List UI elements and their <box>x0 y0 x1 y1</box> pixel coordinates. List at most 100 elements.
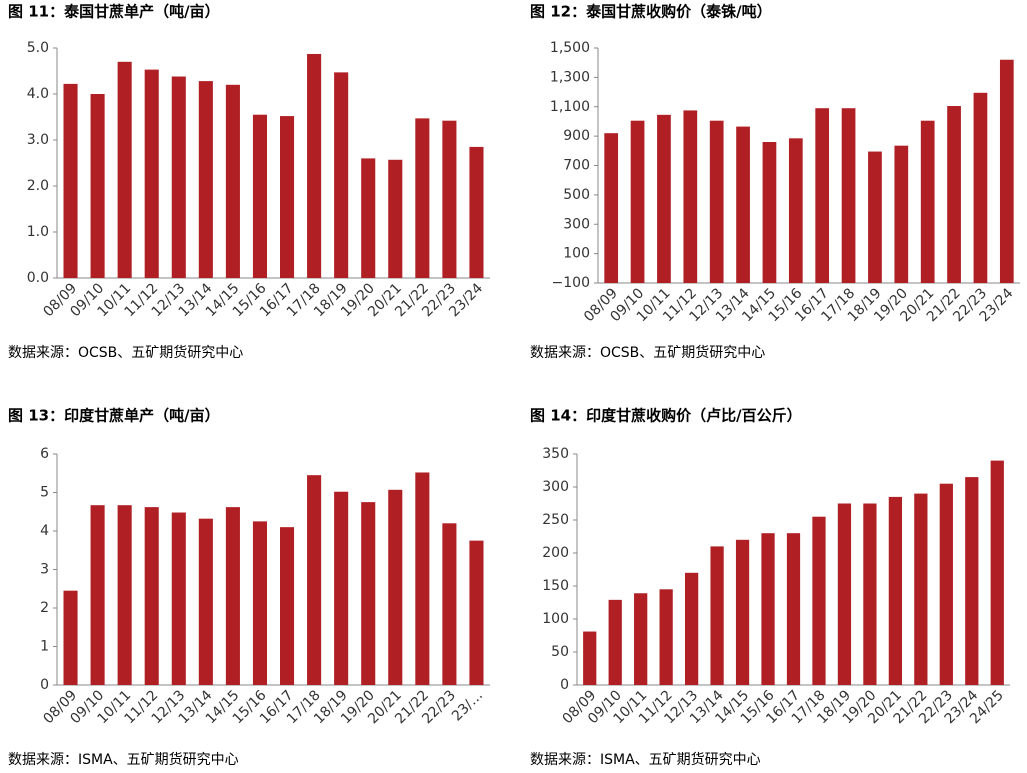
bar <box>947 106 961 283</box>
y-tick-label: 5 <box>40 485 49 501</box>
y-tick-label: 300 <box>563 216 590 232</box>
bar <box>630 120 645 283</box>
bar <box>762 142 777 283</box>
chart-title: 图 12：泰国甘蔗收购价（泰铢/吨） <box>530 3 772 21</box>
bar <box>939 483 953 685</box>
y-tick-label: 1 <box>40 639 49 655</box>
y-tick-label: 1,300 <box>550 69 590 85</box>
chart-title: 图 11：泰国甘蔗单产（吨/亩） <box>8 3 220 21</box>
source-note: 数据来源：OCSB、五矿期货研究中心 <box>530 344 765 361</box>
bar <box>198 81 213 279</box>
bar <box>920 120 935 283</box>
bar <box>415 118 430 278</box>
bar <box>786 533 801 685</box>
y-tick-label: 6 <box>40 446 49 462</box>
bar <box>812 516 826 685</box>
y-tick-label: 1,500 <box>550 40 590 56</box>
bar <box>735 539 750 685</box>
y-tick-label: 4.0 <box>27 86 49 102</box>
y-tick-label: 4 <box>40 523 49 539</box>
y-tick-label: 900 <box>563 128 590 144</box>
y-tick-label: 3 <box>40 562 49 578</box>
bar <box>144 507 159 685</box>
bar <box>117 505 132 685</box>
bar <box>361 158 376 278</box>
y-tick-label: 350 <box>542 446 569 462</box>
bar <box>388 489 403 685</box>
bar <box>990 460 1004 685</box>
bar <box>894 145 909 283</box>
source-note: 数据来源：OCSB、五矿期货研究中心 <box>8 344 243 361</box>
source-note: 数据来源：ISMA、五矿期货研究中心 <box>530 751 761 768</box>
bar <box>868 151 882 283</box>
bar <box>334 72 349 278</box>
y-tick-label: 0 <box>40 677 49 693</box>
y-tick-label: 200 <box>542 545 569 561</box>
y-tick-label: 5.0 <box>27 40 49 56</box>
y-tick-label: 300 <box>542 479 569 495</box>
y-tick-label: 1,100 <box>550 99 590 115</box>
bar <box>684 572 699 685</box>
y-tick-label: 1.0 <box>27 224 49 240</box>
bar <box>415 472 430 685</box>
bar <box>171 512 186 685</box>
y-tick-label: 50 <box>551 644 569 660</box>
bar <box>252 521 268 685</box>
bar <box>634 593 648 685</box>
y-tick-label: 2.0 <box>27 178 49 194</box>
bar <box>788 138 803 283</box>
bar <box>710 546 724 685</box>
bar <box>914 493 928 685</box>
bar <box>815 108 830 283</box>
y-tick-label: 2 <box>40 600 49 616</box>
bar <box>225 84 240 278</box>
bar <box>683 110 698 283</box>
y-tick-label: 150 <box>542 578 569 594</box>
y-tick-label: −100 <box>552 275 590 291</box>
bar <box>442 120 457 279</box>
bar <box>608 599 622 685</box>
bar <box>761 533 775 685</box>
y-tick-label: 100 <box>563 246 590 262</box>
bar <box>965 477 979 685</box>
bar <box>90 94 105 278</box>
y-tick-label: 0.0 <box>27 270 49 286</box>
bar <box>279 116 295 278</box>
bar <box>90 505 105 685</box>
bar <box>252 114 268 278</box>
y-tick-label: 500 <box>563 187 590 203</box>
bar <box>171 76 186 279</box>
x-tick-label: 23/… <box>449 687 486 724</box>
bar <box>279 527 295 685</box>
bar <box>604 133 619 283</box>
bar <box>63 590 78 685</box>
y-tick-label: 100 <box>542 611 569 627</box>
y-tick-label: 250 <box>542 512 569 528</box>
chart-title: 图 14：印度甘蔗收购价（卢比/百公斤） <box>530 407 802 425</box>
bar <box>863 503 877 685</box>
source-note: 数据来源：ISMA、五矿期货研究中心 <box>8 751 239 768</box>
bar <box>388 159 403 278</box>
bar <box>999 59 1014 283</box>
bar <box>198 518 213 685</box>
bar <box>144 69 159 279</box>
chart-title: 图 13：印度甘蔗单产（吨/亩） <box>8 407 220 425</box>
y-tick-label: 700 <box>563 158 590 174</box>
bar <box>888 496 903 685</box>
bar <box>442 523 457 685</box>
bar <box>225 507 240 685</box>
bar <box>361 502 376 685</box>
bar <box>469 540 484 685</box>
bar <box>659 589 673 685</box>
bar <box>307 475 322 685</box>
bar <box>973 92 988 283</box>
bar <box>657 114 671 283</box>
bar <box>837 503 852 685</box>
bar <box>841 108 856 283</box>
bar <box>63 83 78 278</box>
bar <box>709 120 724 283</box>
bar <box>736 126 750 283</box>
bar <box>469 146 484 278</box>
y-tick-label: 0 <box>560 677 569 693</box>
